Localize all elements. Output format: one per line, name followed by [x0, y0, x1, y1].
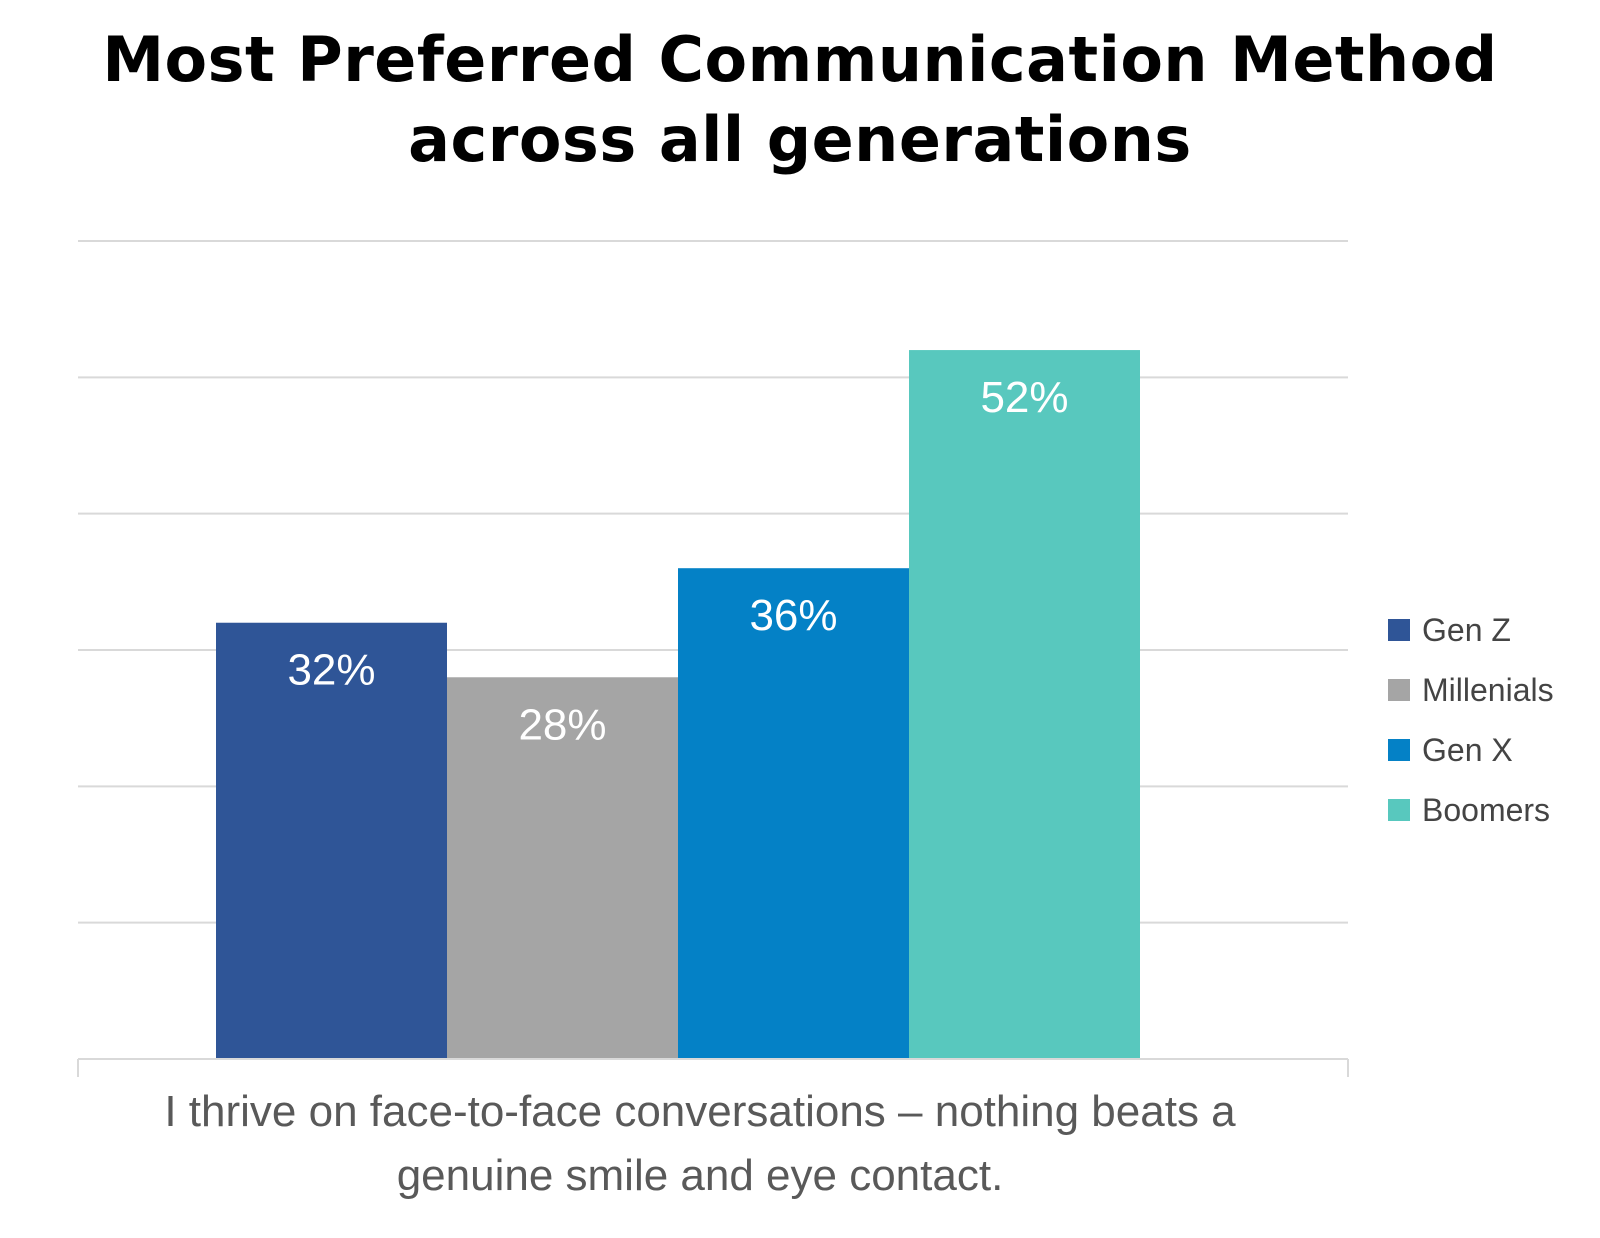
bar-millenials: [447, 677, 678, 1059]
chart-title: Most Preferred Communication Method acro…: [0, 20, 1600, 180]
category-label-line-1: I thrive on face-to-face conversations –…: [164, 1087, 1236, 1136]
legend-swatch-millenials: [1388, 679, 1410, 701]
legend-label-gen-x: Gen X: [1422, 732, 1513, 768]
bar-boomers: [909, 350, 1140, 1060]
legend-label-boomers: Boomers: [1422, 792, 1550, 828]
bar-labels: 32% 28% 36% 52%: [287, 373, 1068, 749]
data-label-gen-z: 32%: [287, 646, 375, 695]
category-label-line-2: genuine smile and eye contact.: [396, 1151, 1004, 1200]
legend: Gen Z Millenials Gen X Boomers: [1388, 612, 1554, 828]
x-axis: [77, 1058, 1349, 1077]
bar-gen-z: [216, 622, 447, 1059]
bar-gen-x: [678, 568, 909, 1059]
legend-swatch-gen-z: [1388, 619, 1410, 641]
legend-swatch-gen-x: [1388, 739, 1410, 761]
chart-title-line-2: across all generations: [408, 103, 1192, 176]
bars: [216, 350, 1140, 1060]
data-label-millenials: 28%: [518, 700, 606, 749]
category-label: I thrive on face-to-face conversations –…: [40, 1080, 1360, 1208]
legend-label-millenials: Millenials: [1422, 672, 1554, 708]
chart-title-line-1: Most Preferred Communication Method: [102, 23, 1498, 96]
data-label-gen-x: 36%: [749, 591, 837, 640]
data-label-boomers: 52%: [980, 373, 1068, 422]
legend-label-gen-z: Gen Z: [1422, 612, 1511, 648]
legend-swatch-boomers: [1388, 799, 1410, 821]
